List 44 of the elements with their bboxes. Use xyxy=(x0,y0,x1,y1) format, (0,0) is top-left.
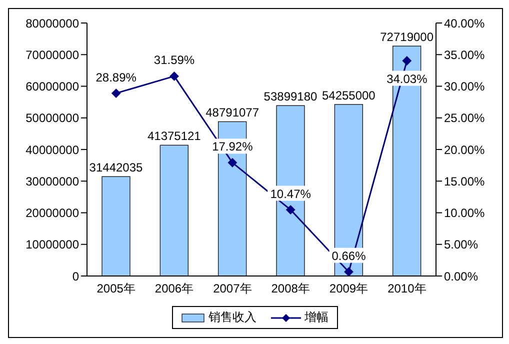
point xyxy=(402,56,412,66)
y2-tick-label: 15.00% xyxy=(444,174,486,188)
data-label: 48791077 xyxy=(206,106,260,120)
y2-tick-label: 30.00% xyxy=(444,80,486,94)
legend-label: 销售收入 xyxy=(208,309,256,326)
y-tick-label: 50000000 xyxy=(26,111,80,126)
y2-tick-label: 25.00% xyxy=(444,111,486,126)
y-tick-label: 70000000 xyxy=(26,48,80,62)
point xyxy=(286,205,296,214)
data-label: 34.03% xyxy=(386,72,428,86)
x-tick-label: 2007年 xyxy=(213,282,252,296)
x-tick-label: 2010年 xyxy=(388,282,426,296)
point xyxy=(112,88,121,98)
y-tick-label: 10000000 xyxy=(26,238,80,252)
data-label: 17.92% xyxy=(212,140,254,154)
y-tick-label: 60000000 xyxy=(26,80,80,94)
x-tick-label: 2005年 xyxy=(96,282,136,296)
y-tick-label: 30000000 xyxy=(26,174,80,188)
x-tick-label: 2006年 xyxy=(154,282,194,296)
y2-tick-label: 20.00% xyxy=(444,142,486,157)
y2-tick-label: 40.00% xyxy=(444,16,486,30)
legend-label: 增幅 xyxy=(304,309,328,326)
y2-tick-label: 10.00% xyxy=(444,206,486,220)
data-label: 31.59% xyxy=(154,53,195,68)
y-tick-label: 80000000 xyxy=(26,16,80,30)
data-label: 41375121 xyxy=(147,129,202,144)
y-tick-label: 20000000 xyxy=(26,206,80,220)
point xyxy=(170,72,179,81)
x-tick-label: 2009年 xyxy=(329,282,368,296)
y2-tick-label: 0.00% xyxy=(444,269,478,284)
point xyxy=(344,267,354,276)
x-tick-label: 2008年 xyxy=(271,282,310,296)
data-label: 54255000 xyxy=(322,88,376,102)
data-label: 10.47% xyxy=(270,186,312,201)
data-label: 28.89% xyxy=(96,70,137,84)
data-label: 0.66% xyxy=(332,248,366,263)
y2-tick-label: 5.00% xyxy=(444,238,478,252)
data-label: 72719000 xyxy=(380,30,434,44)
point xyxy=(228,158,237,168)
y2-tick-label: 35.00% xyxy=(444,48,486,62)
data-label: 53899180 xyxy=(264,90,318,104)
y-tick-label: 40000000 xyxy=(26,142,80,157)
y-tick-label: 0 xyxy=(72,269,80,284)
data-label: 31442035 xyxy=(89,160,144,175)
